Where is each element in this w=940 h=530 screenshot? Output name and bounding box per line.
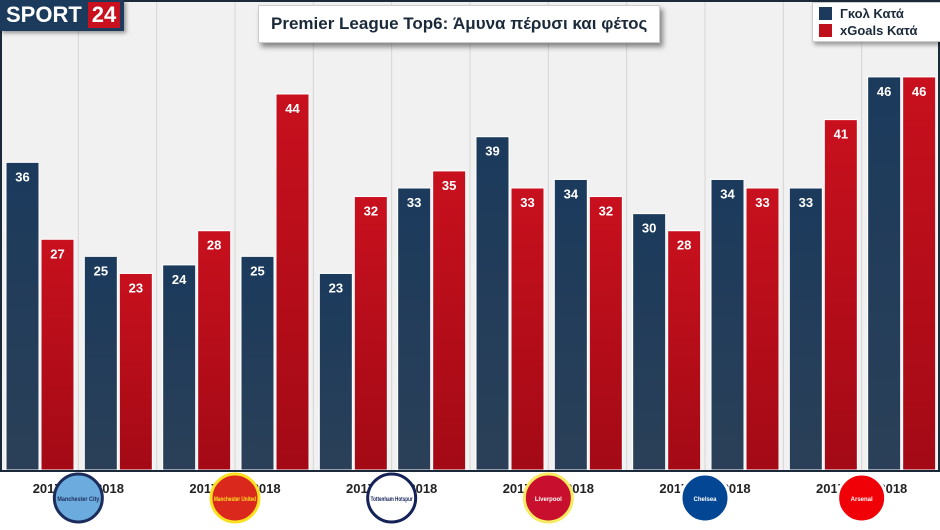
bar-xgoals bbox=[353, 196, 388, 471]
team-logo-name: Manchester City bbox=[57, 497, 100, 503]
team-logo-name: Liverpool bbox=[535, 497, 562, 503]
legend-label: xGoals Κατά bbox=[840, 23, 918, 38]
legend-item: Γκολ Κατά bbox=[819, 5, 940, 22]
bar-xgoals bbox=[510, 187, 545, 471]
bar-goals bbox=[553, 178, 588, 471]
data-label: 33 bbox=[407, 195, 421, 210]
bar-xgoals bbox=[588, 196, 623, 471]
data-label: 23 bbox=[129, 280, 143, 295]
team-logo-manchester-city bbox=[52, 472, 104, 524]
data-label: 30 bbox=[642, 221, 656, 236]
data-label: 23 bbox=[329, 280, 343, 295]
data-label: 32 bbox=[599, 204, 613, 219]
team-logo-name: Manchester United bbox=[214, 497, 256, 503]
team-logo-liverpool bbox=[522, 472, 574, 524]
bar-goals bbox=[632, 213, 667, 471]
team-logo-name: Chelsea bbox=[693, 497, 717, 503]
team-logo-arsenal bbox=[836, 472, 888, 524]
bar-xgoals bbox=[745, 187, 780, 471]
team-logo-tottenham-hotspur bbox=[366, 472, 418, 524]
bar-goals bbox=[788, 187, 823, 471]
data-label: 33 bbox=[520, 195, 534, 210]
sport24-logo: SPORT 24 bbox=[0, 0, 125, 31]
data-label: 41 bbox=[834, 127, 848, 142]
data-label: 39 bbox=[485, 144, 499, 159]
bar-goals bbox=[318, 272, 353, 471]
bar-xgoals bbox=[823, 119, 858, 471]
data-label: 44 bbox=[285, 101, 300, 116]
bar-xgoals bbox=[432, 170, 467, 471]
bar-xgoals bbox=[40, 238, 75, 471]
bar-goals bbox=[240, 255, 275, 471]
data-label: 36 bbox=[15, 169, 29, 184]
bar-goals bbox=[867, 76, 902, 471]
team-logo-manchester-united bbox=[209, 472, 261, 524]
data-label: 46 bbox=[877, 84, 891, 99]
bar-goals bbox=[397, 187, 432, 471]
data-label: 28 bbox=[207, 238, 221, 253]
bar-goals bbox=[710, 178, 745, 471]
bar-xgoals bbox=[197, 230, 232, 471]
bar-xgoals bbox=[275, 93, 310, 471]
data-label: 33 bbox=[799, 195, 813, 210]
data-label: 27 bbox=[50, 246, 64, 261]
chart-title: Premier League Top6: Άμυνα πέρυσι και φέ… bbox=[258, 5, 661, 43]
bar-goals bbox=[83, 255, 118, 471]
legend-item: xGoals Κατά bbox=[819, 22, 940, 39]
bar-goals bbox=[5, 161, 40, 471]
team-logo-name: Tottenham Hotspur bbox=[371, 497, 414, 503]
legend-label: Γκολ Κατά bbox=[840, 6, 904, 21]
bar-xgoals bbox=[667, 230, 702, 471]
team-logo-name: Arsenal bbox=[851, 497, 873, 503]
legend-swatch bbox=[819, 24, 832, 37]
legend: Γκολ Κατά xGoals Κατά bbox=[812, 2, 940, 42]
data-label: 46 bbox=[912, 84, 926, 99]
data-label: 32 bbox=[364, 204, 378, 219]
data-label: 24 bbox=[172, 272, 187, 287]
data-label: 35 bbox=[442, 178, 456, 193]
data-label: 25 bbox=[250, 263, 264, 278]
legend-swatch bbox=[819, 7, 832, 20]
data-label: 34 bbox=[564, 186, 579, 201]
bar-xgoals bbox=[118, 272, 153, 471]
data-label: 33 bbox=[755, 195, 769, 210]
plot-border bbox=[0, 0, 940, 472]
data-label: 34 bbox=[720, 186, 735, 201]
bar-goals bbox=[475, 136, 510, 471]
team-logo-chelsea bbox=[679, 472, 731, 524]
bar-xgoals bbox=[902, 76, 937, 471]
bar-goals bbox=[162, 264, 197, 471]
data-label: 25 bbox=[94, 263, 108, 278]
data-label: 28 bbox=[677, 238, 691, 253]
